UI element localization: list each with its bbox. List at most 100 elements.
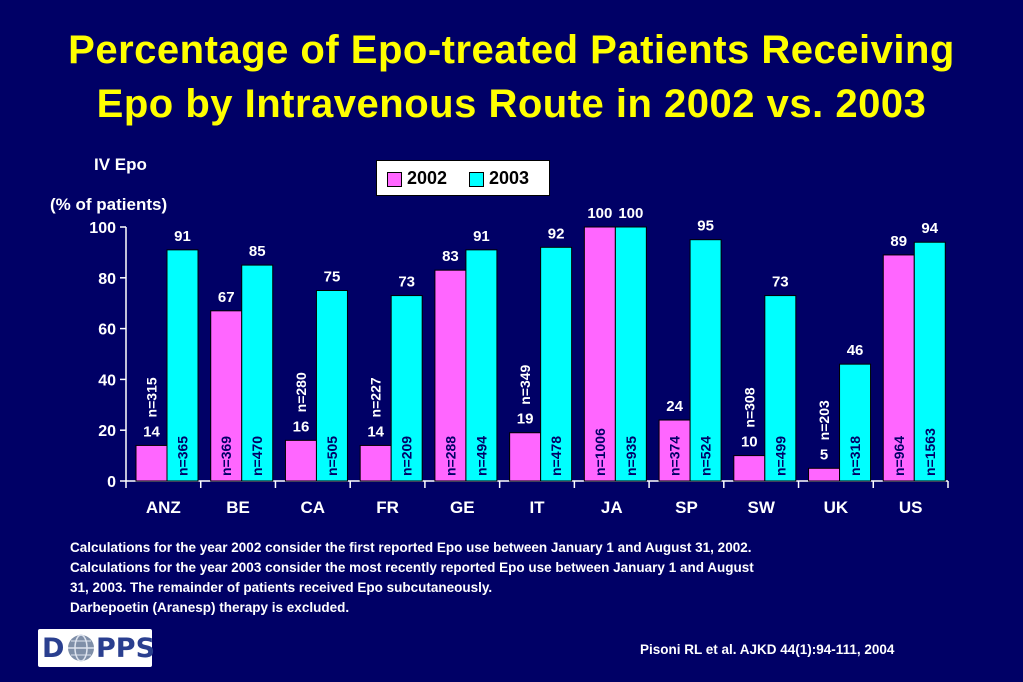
value-label: 46 [847,342,864,359]
value-label: 85 [249,243,266,260]
value-label: 100 [618,205,643,222]
bar-2002-anz [135,444,168,482]
n-label: n=374 [667,436,683,476]
value-label: 91 [174,228,191,245]
x-category-label: SP [675,498,698,517]
n-label: n=369 [218,436,234,476]
bar-2003-ja [614,226,647,482]
title-line-2: Epo by Intravenous Route in 2002 vs. 200… [96,82,927,126]
n-label: n=524 [698,436,714,476]
n-label: n=318 [847,436,863,476]
value-label: 10 [741,434,758,451]
y-axis-label-1: IV Epo [94,155,147,174]
value-label: 83 [442,248,459,265]
value-label: 100 [587,205,612,222]
n-label: n=349 [517,364,533,404]
legend-label-2003: 2003 [489,168,530,188]
n-label: n=499 [772,436,788,476]
bar-2002-be [210,310,243,482]
citation: Pisoni RL et al. AJKD 44(1):94-111, 2004 [640,642,895,657]
value-label: 92 [548,225,565,242]
legend-swatch-2003 [469,172,484,187]
chart-legend: 2002 2003 [376,160,550,196]
bar-2003-fr [390,295,423,482]
bar-2002-ja [583,226,616,482]
x-category-label: BE [226,498,250,517]
n-label: n=470 [249,436,265,476]
bar-2003-anz [166,249,199,482]
bar-2002-sw [733,455,766,482]
value-label: 73 [398,274,415,291]
value-label: 14 [367,423,384,440]
value-label: 73 [772,274,789,291]
n-label: n=203 [816,400,832,440]
n-label: n=505 [324,436,340,476]
n-label: n=288 [442,436,458,476]
y-tick-label: 40 [98,372,116,389]
x-category-label: GE [450,498,475,517]
value-label: 24 [666,398,683,415]
legend-label-2002: 2002 [407,168,448,188]
value-label: 75 [324,269,341,286]
n-label: n=209 [399,436,415,476]
y-tick-label: 60 [98,322,116,339]
n-label: n=494 [473,436,489,476]
y-tick-label: 100 [89,220,116,237]
bar-2003-sw [764,295,797,482]
x-category-label: SW [747,498,775,517]
bar-2003-be [241,264,274,482]
n-label: n=365 [175,436,191,476]
dopps-logo: D PPS [38,629,156,667]
note-line-2: Calculations for the year 2003 consider … [70,560,754,575]
y-tick-label: 0 [107,474,116,491]
x-category-label: CA [301,498,326,517]
n-label: n=315 [144,377,160,417]
note-line-3: 31, 2003. The remainder of patients rece… [70,580,493,595]
n-label: n=935 [623,436,639,476]
n-label: n=227 [368,377,384,417]
n-label: n=478 [548,436,564,476]
y-tick-label: 80 [98,271,116,288]
value-label: 95 [697,218,714,235]
value-label: 5 [820,446,828,463]
bar-2002-it [509,432,542,482]
bar-2003-ca [315,290,348,482]
bar-2003-sp [689,239,722,482]
note-line-4: Darbepoetin (Aranesp) therapy is exclude… [70,600,350,615]
bar-2002-ge [434,269,467,482]
bar-2003-us [913,241,946,482]
y-axis-label-2: (% of patients) [50,195,168,214]
n-label: n=964 [891,436,907,476]
bar-2003-ge [465,249,498,482]
bar-2003-uk [839,363,872,482]
title-line-1: Percentage of Epo-treated Patients Recei… [68,28,955,72]
x-category-label: IT [529,498,545,517]
value-label: 67 [218,289,235,306]
x-category-label: US [899,498,923,517]
n-label: n=1006 [592,428,608,476]
note-line-1: Calculations for the year 2002 consider … [70,540,752,555]
bar-2002-uk [808,467,841,482]
value-label: 89 [890,233,907,250]
bar-2002-ca [284,439,317,482]
bar-2002-us [882,254,915,482]
x-category-label: FR [376,498,399,517]
y-tick-label: 20 [98,423,116,440]
bar-2002-sp [658,419,691,482]
n-label: n=280 [293,372,309,412]
value-label: 16 [293,418,310,435]
bar-2002-fr [359,444,392,482]
x-category-label: UK [824,498,849,517]
x-category-label: JA [601,498,623,517]
value-label: 94 [921,220,938,237]
legend-swatch-2002 [387,172,402,187]
n-label: n=1563 [922,428,938,476]
logo-letters-pps: PPS [96,633,156,664]
globe-icon [68,634,94,662]
value-label: 14 [143,423,160,440]
bar-2003-it [540,246,573,482]
value-label: 91 [473,228,490,245]
x-category-label: ANZ [146,498,181,517]
